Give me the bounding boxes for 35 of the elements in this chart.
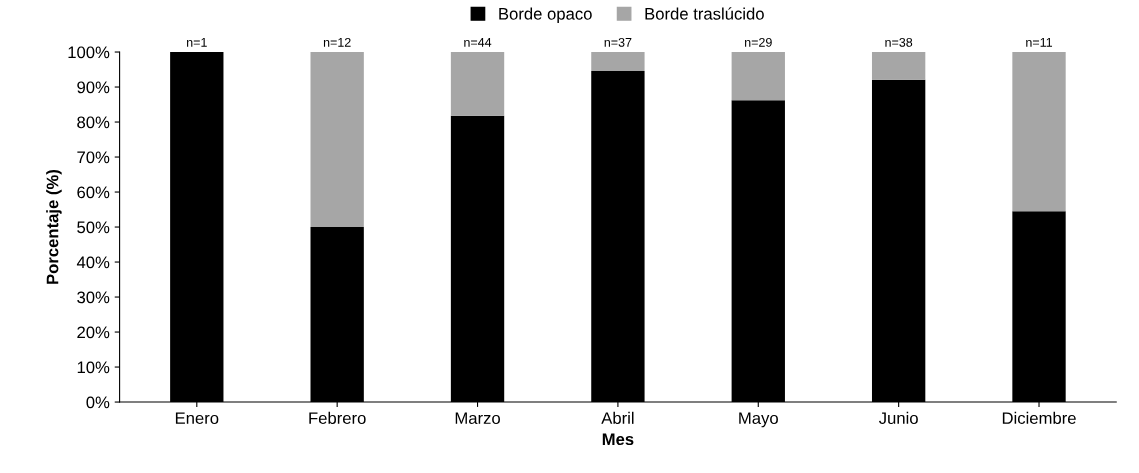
x-tick-label: Enero — [175, 412, 219, 425]
y-tick-label: 100% — [68, 46, 110, 59]
annotation: n=44 — [464, 38, 492, 47]
annotation: n=12 — [323, 37, 351, 47]
bar — [450, 52, 505, 116]
y-axis-title: Porcentaje (%) — [46, 169, 62, 284]
x-tick-label: Mayo — [739, 412, 778, 428]
annotation: n=29 — [745, 37, 772, 47]
y-tick-label: 20% — [77, 326, 110, 339]
y-tick-label: 60% — [77, 186, 110, 199]
y-tick-label: 30% — [77, 291, 110, 304]
annotation: n=1 — [187, 38, 207, 47]
x-tick-label: Junio — [878, 411, 918, 425]
annotation: n=37 — [604, 37, 632, 47]
bar — [310, 52, 364, 228]
bar — [871, 52, 926, 80]
y-tick-label: 70% — [77, 151, 110, 164]
x-tick-label: Abril — [601, 411, 634, 425]
annotation: n=11 — [1026, 38, 1053, 47]
y-tick-label: 80% — [77, 116, 110, 129]
bar — [1012, 52, 1066, 212]
x-tick-label: Diciembre — [1002, 411, 1076, 425]
y-tick-label: 90% — [77, 81, 110, 94]
y-tick-label: 0% — [86, 396, 110, 409]
y-tick-label: 50% — [77, 221, 110, 234]
x-tick-label: Febrero — [309, 411, 366, 425]
legend-label: Borde traslúcido — [645, 7, 764, 20]
annotation: n=38 — [885, 37, 913, 47]
bar — [731, 52, 785, 101]
x-axis-title: Mes — [602, 433, 634, 446]
x-tick-label: Marzo — [455, 412, 500, 425]
bar — [591, 52, 645, 71]
y-tick-label: 10% — [77, 361, 110, 374]
y-tick-label: 40% — [76, 256, 110, 269]
legend-label: Borde opaco — [499, 7, 592, 24]
